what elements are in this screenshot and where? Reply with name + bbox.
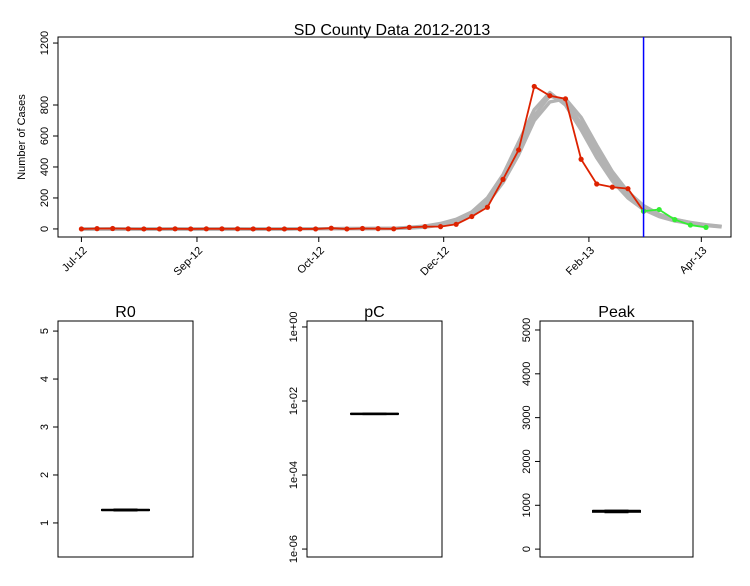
data-point bbox=[484, 204, 491, 210]
data-point bbox=[562, 96, 569, 102]
chart-title: R0 bbox=[115, 304, 136, 321]
data-point bbox=[609, 184, 615, 190]
data-point bbox=[547, 93, 553, 99]
x-tick-label: Jul-12 bbox=[60, 245, 90, 275]
data-point bbox=[281, 226, 288, 232]
data-point bbox=[328, 225, 334, 231]
y-tick-label: 4000 bbox=[521, 362, 533, 386]
series-line bbox=[81, 93, 722, 231]
data-point bbox=[594, 181, 600, 187]
data-point bbox=[110, 225, 116, 232]
data-point bbox=[250, 226, 256, 232]
y-tick-label: 800 bbox=[39, 96, 51, 114]
data-point bbox=[578, 156, 584, 162]
x-tick-label: Dec-12 bbox=[418, 245, 452, 279]
y-tick-label: 600 bbox=[39, 127, 51, 145]
data-point bbox=[422, 224, 428, 230]
data-point bbox=[469, 213, 475, 220]
data-point bbox=[94, 226, 100, 232]
data-point bbox=[188, 226, 194, 232]
y-tick-label: 1200 bbox=[39, 31, 51, 55]
data-point bbox=[297, 226, 303, 232]
y-tick-label: 5000 bbox=[521, 318, 533, 342]
y-tick-label: 0 bbox=[521, 546, 533, 552]
data-point bbox=[78, 226, 85, 232]
y-axis-label: Number of Cases bbox=[16, 94, 28, 180]
y-tick-label: 1 bbox=[39, 520, 51, 526]
x-tick-label: Sep-12 bbox=[172, 245, 206, 279]
data-point bbox=[625, 186, 631, 192]
data-point bbox=[156, 226, 163, 232]
data-point bbox=[141, 226, 147, 232]
data-point bbox=[437, 224, 444, 230]
x-tick-label: Oct-12 bbox=[295, 245, 327, 277]
x-tick-label: Apr-13 bbox=[678, 245, 710, 277]
series-line bbox=[81, 97, 722, 231]
y-tick-label: 2000 bbox=[521, 449, 533, 473]
data-point bbox=[687, 222, 694, 228]
data-point bbox=[344, 226, 350, 232]
y-tick-label: 3000 bbox=[521, 405, 533, 429]
data-point bbox=[125, 226, 131, 232]
x-tick-label: Feb-13 bbox=[564, 245, 597, 278]
data-point bbox=[375, 226, 381, 232]
y-tick-label: 3 bbox=[39, 424, 51, 430]
plot-frame bbox=[57, 36, 732, 238]
data-point bbox=[219, 226, 225, 232]
plot-frame bbox=[539, 320, 694, 558]
data-point bbox=[500, 176, 506, 182]
y-tick-label: 0 bbox=[39, 226, 51, 232]
data-point bbox=[359, 225, 366, 232]
data-point bbox=[172, 226, 178, 232]
y-tick-label: 1e-04 bbox=[288, 461, 300, 489]
data-point bbox=[234, 226, 241, 232]
data-point bbox=[203, 226, 209, 232]
data-point bbox=[391, 226, 397, 232]
data-point bbox=[406, 224, 412, 230]
data-point bbox=[531, 83, 537, 90]
data-point bbox=[313, 226, 319, 232]
plot-frame bbox=[306, 320, 443, 558]
data-point bbox=[453, 221, 459, 227]
chart-title: SD County Data 2012-2013 bbox=[294, 22, 491, 39]
chart-title: Peak bbox=[598, 304, 635, 321]
data-point bbox=[703, 224, 709, 230]
y-tick-label: 1000 bbox=[521, 493, 533, 517]
plot-frame bbox=[57, 320, 194, 558]
y-tick-label: 4 bbox=[39, 376, 51, 382]
y-tick-label: 200 bbox=[39, 189, 51, 207]
y-tick-label: 2 bbox=[39, 472, 51, 478]
y-tick-label: 1e+00 bbox=[288, 312, 300, 343]
series-line bbox=[81, 90, 722, 231]
data-point bbox=[516, 147, 522, 153]
chart-title: pC bbox=[364, 304, 384, 321]
data-point bbox=[672, 217, 678, 223]
data-point bbox=[656, 206, 662, 213]
y-tick-label: 400 bbox=[39, 158, 51, 176]
series-line bbox=[81, 85, 645, 230]
y-tick-label: 1e-06 bbox=[288, 535, 300, 563]
y-tick-label: 5 bbox=[39, 328, 51, 334]
y-tick-label: 1e-02 bbox=[288, 387, 300, 415]
data-point bbox=[266, 226, 272, 232]
